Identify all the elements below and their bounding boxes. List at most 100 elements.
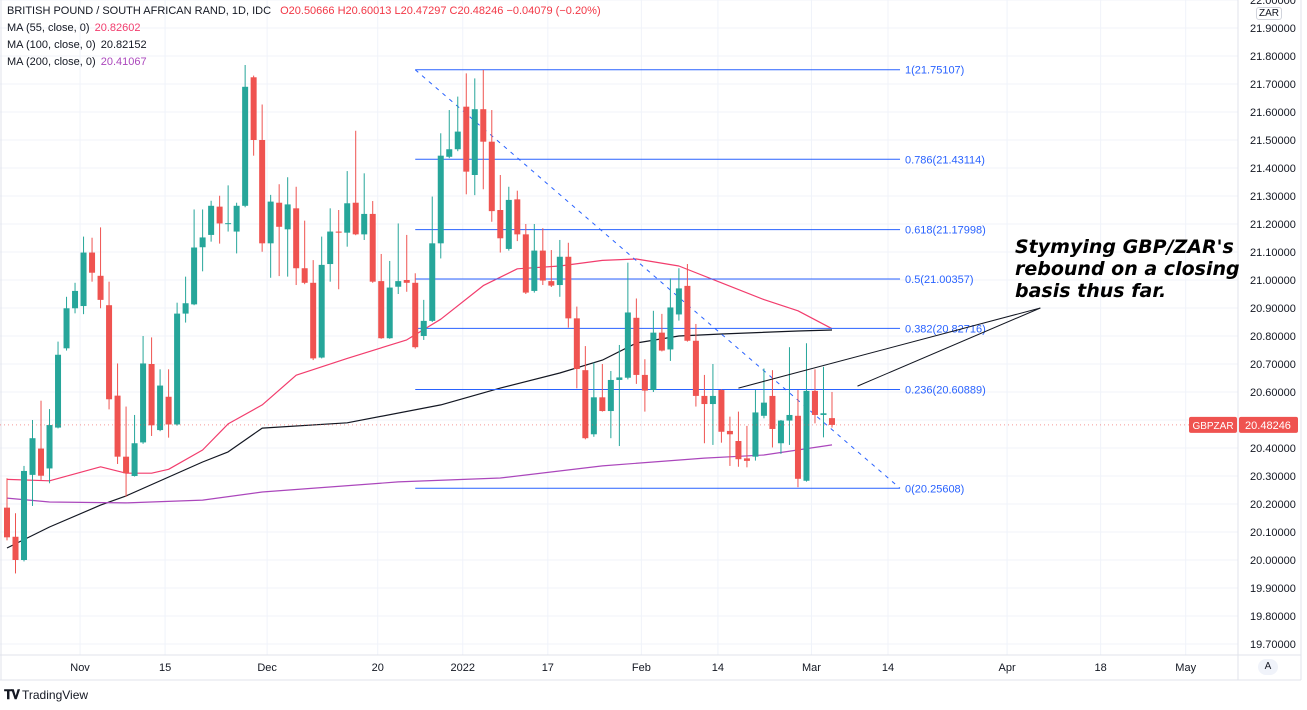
candle-body — [191, 247, 198, 305]
indicator-ma200[interactable]: MA (200, close, 0) 20.41067 — [7, 54, 601, 71]
candle-body — [412, 282, 419, 348]
time-tick-label: 14 — [712, 662, 724, 674]
annotation-line: rebound on a closing — [1015, 258, 1240, 280]
candle-up — [786, 347, 793, 445]
candle-up — [21, 465, 28, 562]
candle-body — [718, 390, 725, 432]
currency-label[interactable]: ZAR — [1256, 7, 1282, 20]
candle-body — [301, 268, 308, 283]
price-tick-label: 21.60000 — [1250, 107, 1296, 119]
tradingview-logo[interactable]: 𝐓𝐕 TradingView — [4, 687, 88, 703]
candle-down — [301, 220, 308, 285]
time-tick-label: May — [1175, 662, 1196, 674]
candle-body — [437, 155, 444, 244]
price-tick-label: 20.90000 — [1250, 303, 1296, 315]
candle-body — [106, 305, 113, 400]
candle-body — [582, 370, 589, 439]
candle-up — [650, 310, 657, 392]
candle-up — [284, 177, 291, 277]
candle-down — [684, 264, 691, 342]
price-tick-label: 20.30000 — [1250, 471, 1296, 483]
candle-down — [743, 425, 750, 468]
price-tick-label: 20.60000 — [1250, 387, 1296, 399]
candle-body — [531, 250, 538, 291]
candle-body — [548, 281, 555, 286]
candle-down — [216, 195, 223, 244]
candle-body — [573, 318, 580, 370]
candle-body — [522, 234, 529, 293]
candle-body — [701, 395, 708, 405]
candle-body — [63, 308, 70, 349]
time-tick-label: Feb — [632, 662, 651, 674]
candle-body — [182, 303, 189, 314]
fib-level-label: 0.236(20.60889) — [905, 385, 986, 397]
candle-down — [378, 253, 385, 339]
candle-body — [233, 205, 240, 232]
candle-down — [548, 250, 555, 287]
candle-down — [369, 201, 376, 283]
candle-body — [480, 109, 487, 142]
candle-up — [505, 186, 512, 251]
candle-body — [794, 415, 801, 479]
callout-lines — [738, 307, 1041, 389]
candle-body — [378, 281, 385, 339]
candle-body — [386, 287, 393, 339]
candle-body — [726, 430, 733, 435]
candle-body — [786, 414, 793, 421]
candle-body — [539, 250, 546, 281]
symbol-title: BRITISH POUND / SOUTH AFRICAN RAND, 1D, … — [7, 5, 272, 17]
candle-up — [29, 420, 36, 506]
annotation-line: Stymying GBP/ZAR's — [1015, 236, 1234, 258]
fib-trend-line — [414, 69, 901, 489]
candle-up — [820, 366, 827, 438]
candle-up — [395, 223, 402, 294]
candle-up — [446, 110, 453, 159]
candle-body — [599, 397, 606, 412]
indicator-ma100[interactable]: MA (100, close, 0) 20.82152 — [7, 37, 601, 54]
candle-up — [590, 362, 597, 437]
candle-up — [225, 185, 232, 232]
candle-body — [760, 402, 767, 416]
candle-body — [769, 395, 776, 429]
change-value: −0.04079 (−0.20%) — [506, 5, 601, 17]
price-tick-label: 21.50000 — [1250, 135, 1296, 147]
candle-body — [820, 413, 827, 415]
candle-body — [165, 396, 172, 425]
chart-legend: BRITISH POUND / SOUTH AFRICAN RAND, 1D, … — [7, 3, 601, 71]
candle-up — [616, 344, 623, 447]
last-price-tag-bg — [1239, 416, 1298, 433]
candle-body — [361, 213, 368, 235]
candle-body — [463, 106, 470, 172]
candle-up — [140, 336, 147, 444]
candle-down — [403, 234, 410, 292]
candle-down — [38, 400, 45, 480]
fibonacci-retracement: 1(21.75107) 0.786(21.43114) 0.618(21.17998… — [414, 65, 986, 495]
indicator-ma55[interactable]: MA (55, close, 0) 20.82602 — [7, 20, 601, 37]
candle-body — [692, 340, 699, 396]
candle-up — [63, 296, 70, 351]
candle-body — [497, 210, 504, 239]
candle-up — [361, 173, 368, 240]
moving-average-line-55 — [6, 258, 833, 482]
candle-down — [828, 391, 835, 428]
moving-average-line-200 — [6, 444, 833, 504]
candle-up — [199, 209, 206, 272]
candle-down — [565, 242, 572, 328]
candle-down — [165, 369, 172, 438]
candle-body — [641, 374, 648, 391]
auto-scale-button[interactable]: A — [1258, 659, 1278, 675]
candle-body — [454, 131, 461, 150]
candle-body — [72, 290, 79, 309]
indicator-value: 20.82152 — [100, 39, 147, 51]
candle-body — [658, 332, 665, 351]
candle-down — [123, 406, 130, 497]
candles — [4, 64, 835, 574]
candle-body — [633, 317, 640, 375]
price-tick-label: 21.30000 — [1250, 191, 1296, 203]
candle-down — [718, 389, 725, 443]
candle-body — [21, 470, 28, 560]
candle-up — [752, 390, 759, 461]
grid — [0, 0, 1238, 655]
candle-body — [318, 264, 325, 358]
